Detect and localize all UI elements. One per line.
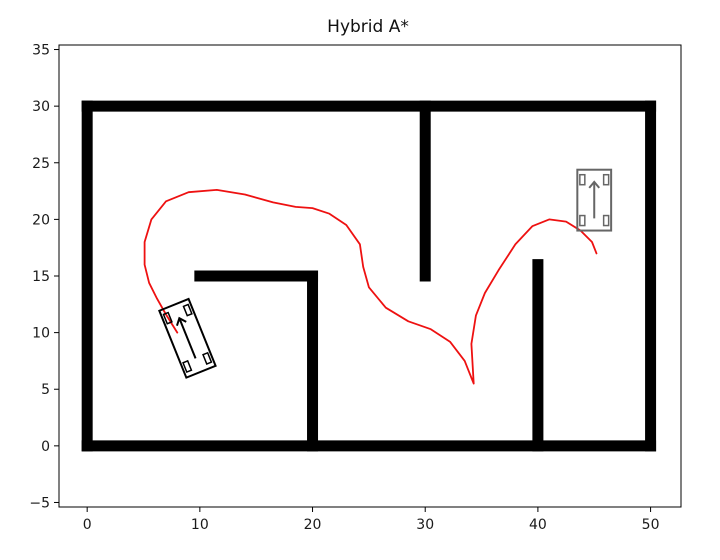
start-vehicle-body: [158, 297, 217, 379]
y-tick-label: 10: [32, 326, 50, 342]
x-tick-label: 40: [529, 517, 547, 533]
start-vehicle-wheel: [182, 359, 193, 374]
start-vehicle: [158, 297, 217, 379]
x-tick-label: 50: [642, 517, 660, 533]
goal-vehicle-wheel: [579, 173, 586, 186]
y-tick-label: 0: [41, 439, 50, 455]
plot-area: [81, 100, 657, 452]
goal-vehicle-wheel: [602, 214, 610, 227]
x-tick-label: 20: [304, 517, 322, 533]
goal-vehicle-wheel: [579, 214, 586, 227]
y-tick-label: 25: [32, 156, 50, 172]
start-vehicle-arrow-head: [176, 316, 187, 326]
start-vehicle-wheel: [162, 311, 173, 325]
start-vehicle-wheel: [202, 351, 213, 365]
y-tick-label: 5: [41, 382, 50, 398]
axes-frame: [58, 44, 682, 508]
planned-path: [143, 188, 598, 385]
start-vehicle-heading-arrow: [178, 317, 197, 359]
goal-vehicle-wheel: [602, 173, 610, 186]
y-tick-label: 20: [32, 212, 50, 228]
goal-vehicle-arrow-head: [588, 180, 601, 189]
start-vehicle-wheel: [182, 303, 193, 317]
y-tick-label: −5: [29, 495, 50, 511]
x-axis: 0 10 20 30 40 50: [83, 507, 660, 533]
y-axis: −5 0 5 10 15 20 25 30 35: [29, 43, 59, 511]
chart-title: Hybrid A*: [327, 17, 409, 37]
y-tick-label: 15: [32, 269, 50, 285]
goal-vehicle: [576, 168, 613, 232]
goal-vehicle-body: [576, 168, 613, 232]
y-tick-label: 35: [32, 43, 50, 59]
x-tick-label: 10: [191, 517, 209, 533]
x-tick-label: 0: [83, 517, 92, 533]
y-tick-label: 30: [32, 99, 50, 115]
x-tick-label: 30: [416, 517, 434, 533]
